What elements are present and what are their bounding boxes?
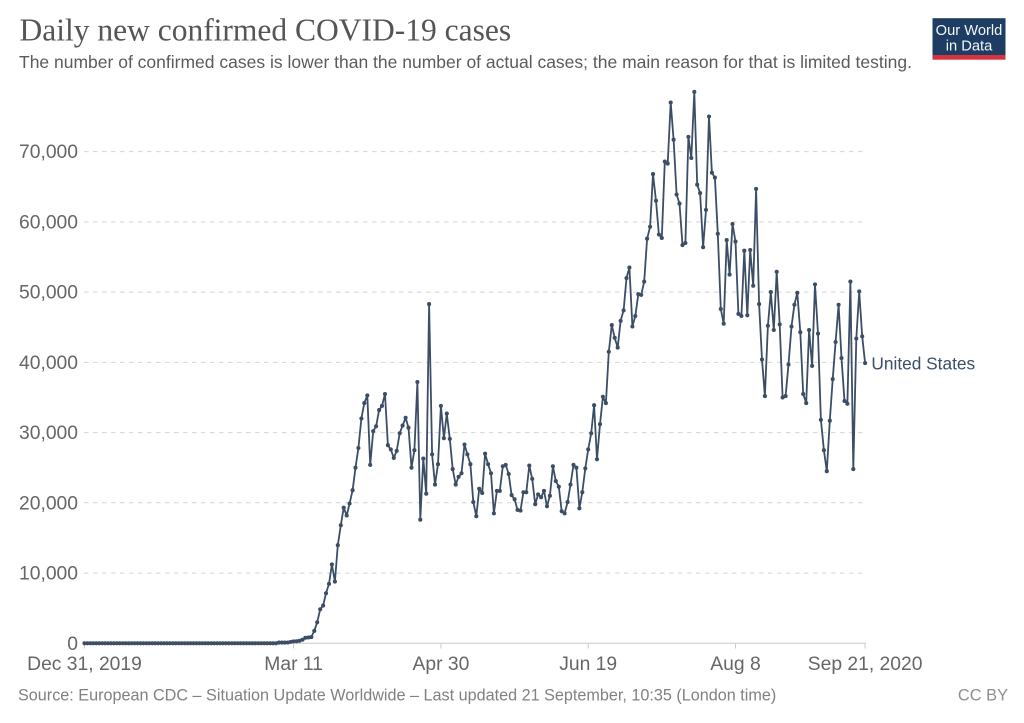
svg-text:Jun 19: Jun 19 (559, 654, 617, 675)
svg-text:50,000: 50,000 (19, 283, 78, 304)
svg-text:60,000: 60,000 (19, 213, 78, 234)
svg-text:Apr 30: Apr 30 (412, 654, 469, 675)
svg-text:in Data: in Data (946, 39, 993, 55)
svg-text:The number of confirmed cases: The number of confirmed cases is lower t… (19, 52, 912, 72)
svg-text:0: 0 (67, 634, 78, 655)
svg-text:Daily new confirmed COVID-19 c: Daily new confirmed COVID-19 cases (20, 13, 512, 48)
svg-text:Dec 31, 2019: Dec 31, 2019 (27, 654, 142, 675)
svg-text:CC BY: CC BY (958, 687, 1008, 705)
svg-text:Aug 8: Aug 8 (710, 654, 760, 675)
svg-text:Source: European CDC – Situati: Source: European CDC – Situation Update … (18, 687, 776, 705)
svg-text:Sep 21, 2020: Sep 21, 2020 (808, 654, 923, 675)
svg-text:United States: United States (871, 354, 975, 374)
svg-text:30,000: 30,000 (19, 423, 78, 444)
svg-text:Our World: Our World (936, 23, 1003, 39)
svg-text:Mar 11: Mar 11 (264, 654, 323, 675)
svg-text:10,000: 10,000 (19, 564, 78, 585)
svg-text:40,000: 40,000 (19, 353, 78, 374)
svg-text:70,000: 70,000 (19, 142, 78, 163)
svg-text:20,000: 20,000 (19, 493, 78, 514)
